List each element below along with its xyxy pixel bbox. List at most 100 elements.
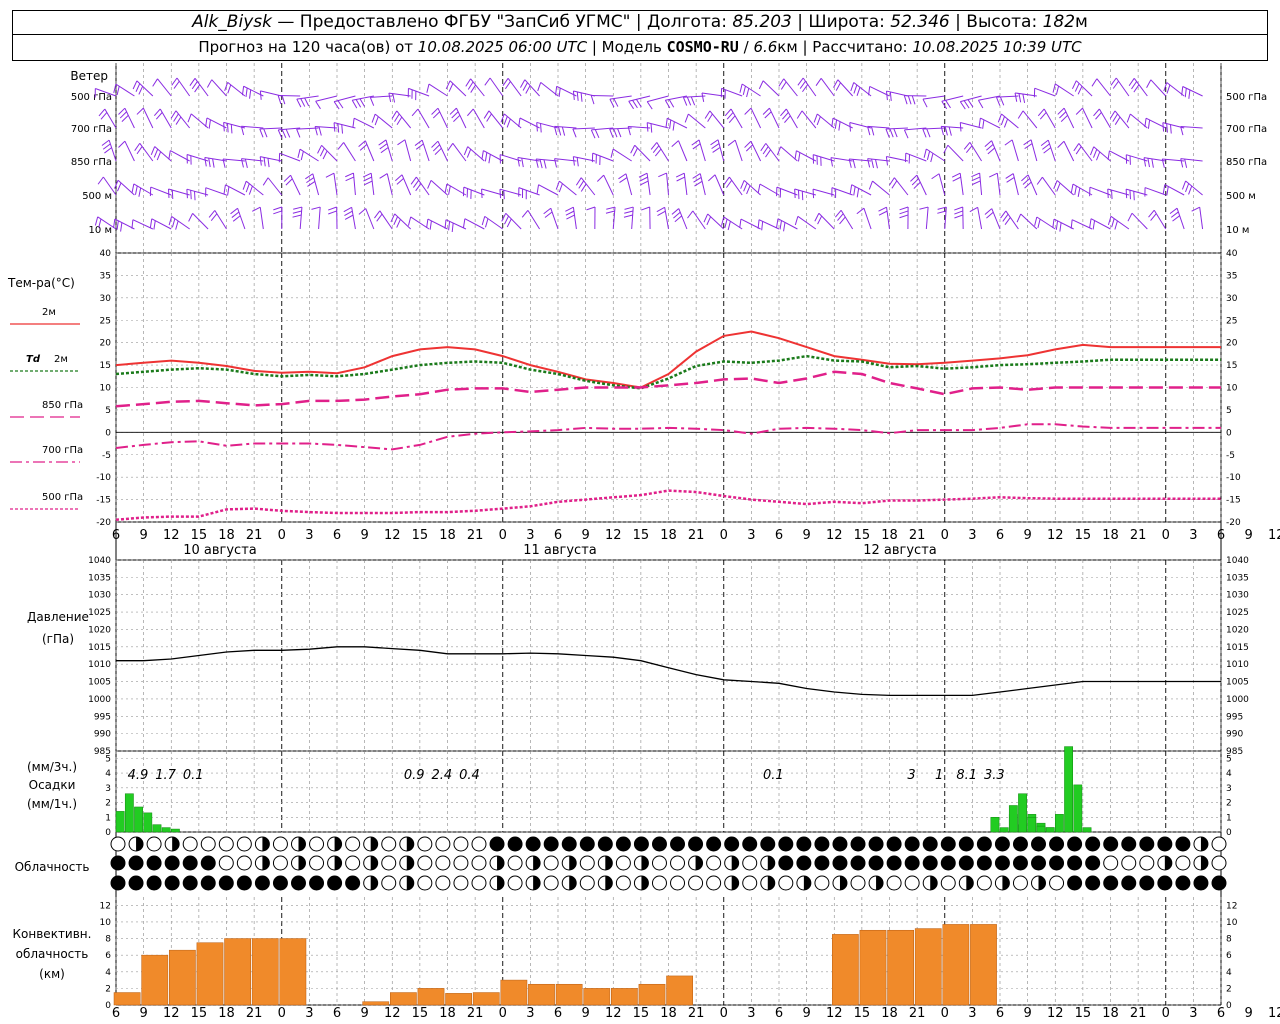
wind-barb [222,158,245,168]
cloud-cover-symbol [146,836,162,852]
wind-barb [815,78,835,97]
cloud-circle [904,855,920,871]
cloud-cover-symbol [1193,875,1209,891]
cloud-circle [615,875,631,891]
pressure-tick-left: 990 [94,730,111,740]
barb-staff [1144,187,1166,196]
barb-flag [259,90,262,100]
wind-barb [848,158,872,169]
cloud-circle [381,836,397,852]
temp-tick-right: 10 [1226,384,1238,394]
barb-flag [635,99,642,108]
wind-barb [609,95,632,108]
cloud-cover-symbol [1157,875,1173,891]
hour-tick-label: 21 [688,528,705,543]
barb-staff [1041,176,1056,196]
barb-flag [431,107,439,115]
wind-barb [259,156,282,168]
barb-flag [481,216,486,226]
model-resolution: 6.6 [753,38,778,56]
barb-staff [1063,141,1075,162]
cloud-cover-symbol [688,836,704,852]
wind-barb [1163,82,1185,97]
convective-bar [859,929,887,1006]
wind-barb [646,95,669,110]
barb-flag [1148,209,1155,218]
barb-staff [296,127,319,130]
barb-flag [152,78,158,87]
barb-flag [654,148,662,157]
barb-staff [925,207,929,230]
barb-flag [231,211,240,218]
cloud-circle [417,855,433,871]
cloud-circle [435,836,451,852]
barb-staff [750,107,762,129]
barb-staff [241,125,264,129]
wind-barb [241,85,264,99]
convective-bar [169,949,196,1006]
wind-barb [609,127,632,138]
barb-flag [1060,114,1068,122]
wind-barb [1016,213,1038,230]
barb-staff [1126,154,1148,162]
cloud-circle [1175,855,1191,871]
barb-flag [506,218,512,228]
barb-flag [965,145,973,153]
barb-flag [997,113,1002,123]
barb-flag [503,116,508,126]
convective-bar [970,924,997,1006]
wind-barb [251,206,264,230]
wind-barb [867,158,890,169]
temp-tick-right: 0 [1226,428,1232,438]
wind-level-label-right: 500 гПа [1226,92,1267,103]
barb-staff [797,215,817,230]
conv-unit: (км) [39,967,65,981]
pressure-tick-right: 1035 [1226,573,1249,583]
cloud-circle [110,836,126,852]
precip-tick-right: 0 [1226,828,1232,838]
wind-barb [189,77,209,97]
cloud-cover-symbol [543,836,559,852]
cloud-half [136,837,144,852]
cloud-circle [182,875,198,891]
barb-flag [363,180,373,186]
cloud-cover-symbol [1157,836,1173,852]
wind-barb [701,92,724,102]
cloud-circle [507,855,523,871]
barb-flag [1184,158,1188,168]
barb-staff [688,113,706,129]
wind-barb [500,113,522,129]
barb-staff [115,83,135,97]
barb-flag [878,206,887,212]
wind-barb [537,82,559,97]
cloud-circle [688,836,704,852]
barb-staff [430,179,448,196]
wind-barb [188,213,209,230]
wind-barb [856,207,872,230]
hour-tick-label-bottom: 6 [775,1006,783,1021]
cloud-cover-symbol [615,855,631,871]
wind-barb [1126,113,1148,129]
barb-staff [1005,210,1019,230]
wind-barb [723,176,743,196]
cloud-half [1164,856,1172,871]
cloud-half [605,876,613,890]
temp-tick-right: 25 [1226,316,1237,326]
cloud-cover-symbol [254,875,270,891]
barb-staff [941,95,964,102]
wind-barb [388,92,411,103]
wind-barb [131,219,154,230]
barb-flag [396,219,401,228]
wind-barb [1070,183,1093,197]
cloud-cover-symbol [760,875,776,891]
barb-flag [451,111,459,119]
wind-barb [885,127,908,138]
hour-tick-label-bottom: 0 [278,1006,286,1021]
hour-tick-label: 0 [1162,528,1170,543]
barb-staff [916,174,927,196]
barb-flag [415,183,422,192]
barb-flag [1018,93,1022,103]
cloud-circle [435,855,451,871]
wind-barb [296,127,319,138]
convective-bar [528,983,555,1006]
